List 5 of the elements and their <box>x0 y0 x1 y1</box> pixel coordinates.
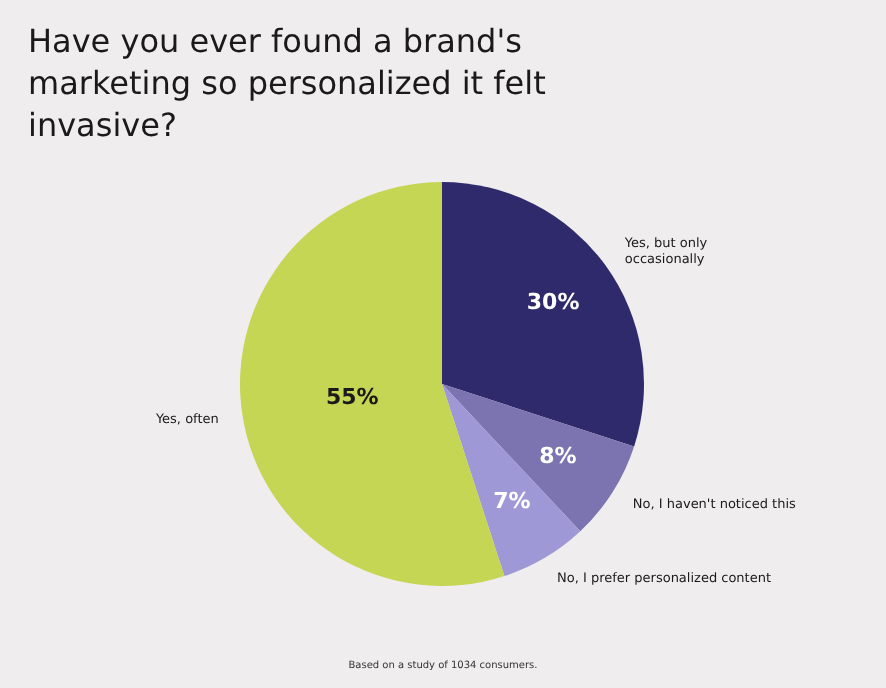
data-label: 7% <box>493 487 531 514</box>
chart-title: Have you ever found a brand's marketing so personalized it felt invasive? <box>28 20 548 146</box>
data-label: 8% <box>539 443 577 470</box>
data-label: 30% <box>526 288 580 315</box>
data-label: 55% <box>325 383 379 410</box>
